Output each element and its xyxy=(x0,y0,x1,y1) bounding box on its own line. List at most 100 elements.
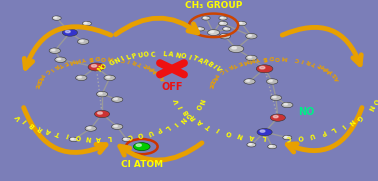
Circle shape xyxy=(237,21,246,26)
Text: I: I xyxy=(216,126,222,132)
Circle shape xyxy=(247,143,256,147)
Circle shape xyxy=(99,92,102,94)
Text: R: R xyxy=(36,124,44,131)
Text: N: N xyxy=(347,117,356,126)
Text: N: N xyxy=(178,115,186,123)
Text: M: M xyxy=(325,66,332,73)
Circle shape xyxy=(273,96,276,98)
Circle shape xyxy=(223,27,231,31)
Text: Cl ATOM: Cl ATOM xyxy=(121,160,163,169)
Text: C: C xyxy=(120,56,126,62)
Text: I: I xyxy=(120,56,125,62)
Circle shape xyxy=(248,35,252,36)
Circle shape xyxy=(112,124,123,129)
Text: O: O xyxy=(297,133,304,140)
Circle shape xyxy=(112,97,123,102)
Text: R: R xyxy=(226,63,233,70)
Text: T: T xyxy=(311,60,318,66)
Circle shape xyxy=(270,114,285,121)
Text: C: C xyxy=(150,51,155,58)
Text: O: O xyxy=(101,54,106,60)
Text: M: M xyxy=(68,57,76,64)
Text: S: S xyxy=(158,72,165,78)
Circle shape xyxy=(76,75,87,81)
Text: M: M xyxy=(147,63,154,71)
Text: A: A xyxy=(168,51,174,58)
Text: N: N xyxy=(114,56,122,65)
Text: C: C xyxy=(294,56,300,62)
Text: O: O xyxy=(36,77,42,83)
Circle shape xyxy=(91,65,97,67)
Circle shape xyxy=(208,30,220,35)
Text: O: O xyxy=(194,102,201,110)
Circle shape xyxy=(196,27,204,31)
Circle shape xyxy=(270,95,282,100)
Circle shape xyxy=(224,28,227,29)
Text: O: O xyxy=(100,63,108,71)
Text: M: M xyxy=(321,63,328,71)
Circle shape xyxy=(218,21,228,26)
Circle shape xyxy=(256,65,273,73)
Text: I: I xyxy=(22,118,28,124)
Circle shape xyxy=(54,17,57,18)
Circle shape xyxy=(246,55,257,61)
Text: I: I xyxy=(340,123,345,129)
Text: N: N xyxy=(96,65,104,73)
Text: E: E xyxy=(143,62,149,68)
Circle shape xyxy=(269,80,273,82)
Text: D: D xyxy=(94,54,100,60)
Circle shape xyxy=(82,21,91,26)
Circle shape xyxy=(124,138,127,139)
Text: I: I xyxy=(127,57,131,62)
Circle shape xyxy=(106,76,110,78)
Text: S: S xyxy=(88,55,93,60)
Circle shape xyxy=(69,137,78,142)
Text: L: L xyxy=(262,134,266,140)
Circle shape xyxy=(96,91,108,97)
Text: E: E xyxy=(237,59,243,65)
Text: G: G xyxy=(184,111,192,119)
Text: O: O xyxy=(74,133,81,140)
Text: I: I xyxy=(187,54,191,61)
Circle shape xyxy=(55,57,66,62)
Text: L: L xyxy=(125,54,132,61)
Circle shape xyxy=(220,22,223,24)
Text: P: P xyxy=(319,128,326,136)
Text: I: I xyxy=(211,64,217,70)
Circle shape xyxy=(239,22,242,24)
Circle shape xyxy=(88,63,105,71)
Circle shape xyxy=(62,29,77,36)
Text: O: O xyxy=(371,98,378,105)
Circle shape xyxy=(94,110,110,118)
Text: I: I xyxy=(178,105,184,109)
Text: T: T xyxy=(55,129,62,136)
Text: A: A xyxy=(197,118,204,125)
Text: V: V xyxy=(214,65,222,73)
Text: D: D xyxy=(208,80,214,86)
Text: C: C xyxy=(127,132,133,139)
Text: S: S xyxy=(332,72,339,78)
Text: O: O xyxy=(180,53,187,60)
Text: I: I xyxy=(48,66,54,71)
Text: D: D xyxy=(268,54,274,60)
Circle shape xyxy=(104,75,115,81)
Text: T: T xyxy=(231,61,238,67)
Circle shape xyxy=(219,33,231,39)
Circle shape xyxy=(260,66,265,69)
Text: B: B xyxy=(183,108,190,116)
Text: C: C xyxy=(285,134,291,140)
Text: N: N xyxy=(237,131,244,138)
Circle shape xyxy=(246,80,250,82)
Text: T: T xyxy=(205,122,213,129)
Text: M: M xyxy=(281,54,287,60)
Circle shape xyxy=(80,40,84,42)
Text: C: C xyxy=(218,68,224,74)
Text: CH₃ GROUP: CH₃ GROUP xyxy=(185,1,242,10)
Text: A: A xyxy=(196,57,204,64)
Circle shape xyxy=(202,16,210,20)
Circle shape xyxy=(284,103,288,105)
Circle shape xyxy=(220,17,223,18)
Text: E: E xyxy=(63,59,69,65)
Circle shape xyxy=(198,28,200,29)
Text: I: I xyxy=(66,132,70,138)
